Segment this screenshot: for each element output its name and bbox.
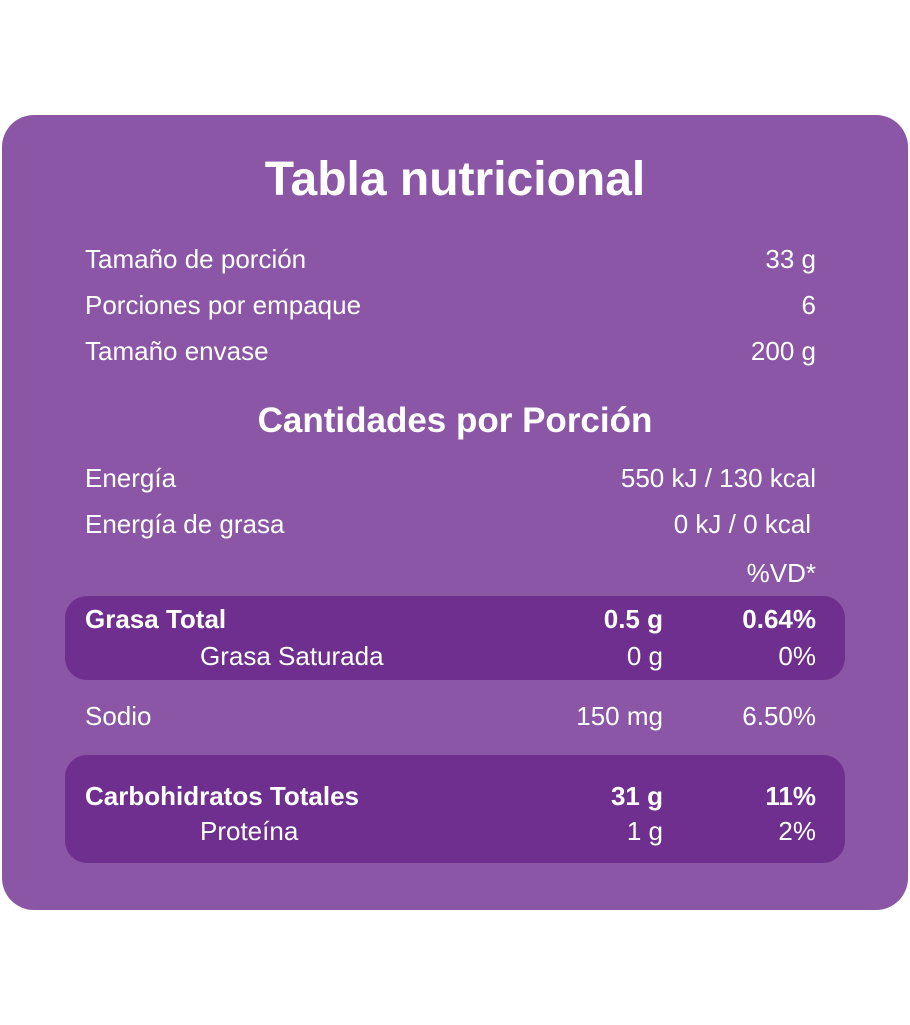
nutrient-amount: 0 g [626,641,663,671]
row-label: Tamaño envase [85,336,269,366]
row-label: Energía [85,463,177,493]
row-value: 550 kJ / 130 kcal [620,463,816,493]
row-label: Tamaño de porción [85,244,307,274]
nutrient-dv: 6.50% [742,701,816,731]
nutrient-amount: 1 g [626,816,663,846]
nutrient-name: Proteína [200,816,299,846]
nutrient-amount: 150 mg [576,701,663,731]
nutrient-dv: 0% [778,641,816,671]
carb-box [65,755,845,863]
row-label: Energía de grasa [85,509,285,539]
nutrient-name: Grasa Total [85,604,227,634]
title: Tabla nutricional [264,153,646,206]
row-value: 0 kJ / 0 kcal [673,509,811,539]
row-value: 6 [801,290,816,320]
dv-header: %VD* [746,558,816,588]
nutrient-dv: 0.64% [742,604,816,634]
nutrient-name: Sodio [85,701,152,731]
nutrient-dv: 2% [778,816,816,846]
row-value: 33 g [765,244,816,274]
nutrient-name: Carbohidratos Totales [85,781,360,811]
nutrient-dv: 11% [765,781,816,811]
fat-box [65,596,845,680]
nutrient-name: Grasa Saturada [200,641,384,671]
nutrient-amount: 0.5 g [603,604,663,634]
row-value: 200 g [750,336,816,366]
subtitle: Cantidades por Porción [257,401,653,440]
row-label: Porciones por empaque [85,290,362,320]
nutrient-amount: 31 g [610,781,663,811]
